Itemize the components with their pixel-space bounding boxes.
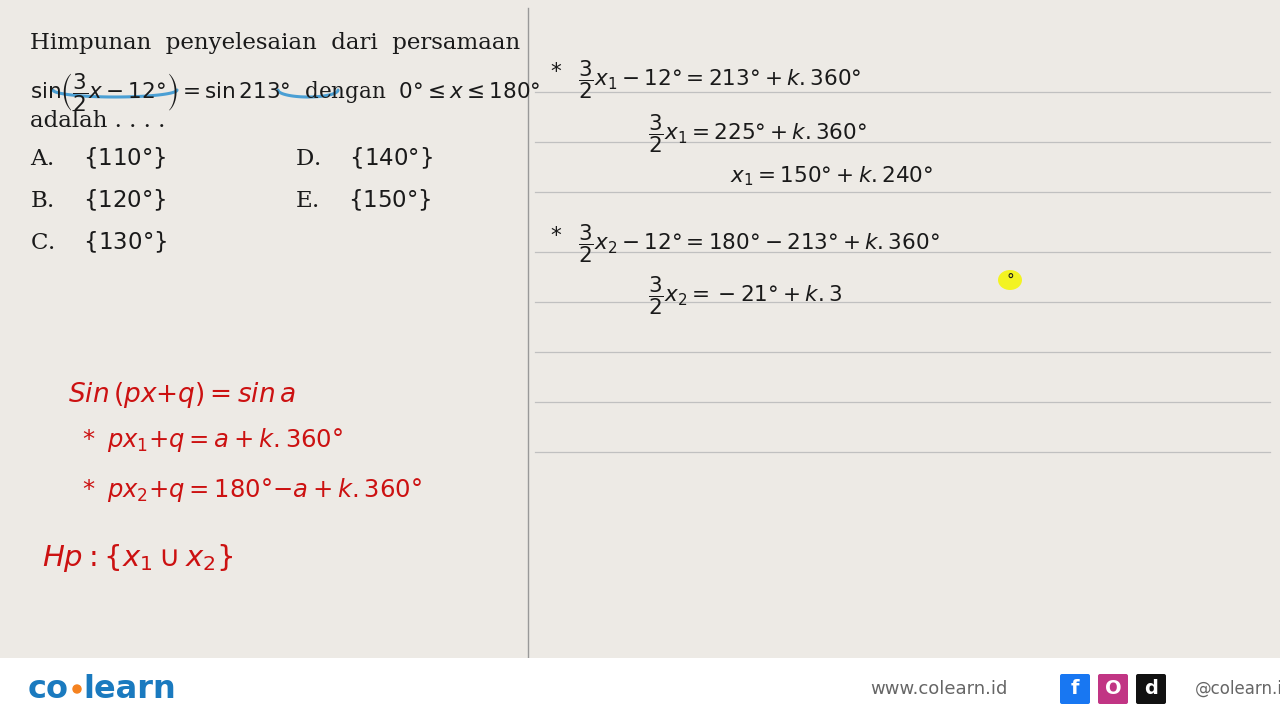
Text: $\dfrac{3}{2}x_1 = 225° + k.360°$: $\dfrac{3}{2}x_1 = 225° + k.360°$ bbox=[648, 112, 867, 155]
Circle shape bbox=[73, 685, 81, 693]
FancyBboxPatch shape bbox=[1060, 674, 1091, 704]
Text: www.colearn.id: www.colearn.id bbox=[870, 680, 1007, 698]
Text: Himpunan  penyelesaian  dari  persamaan: Himpunan penyelesaian dari persamaan bbox=[29, 32, 520, 54]
Text: $\sin\!\left(\dfrac{3}{2}x - 12°\right) = \sin 213°$  dengan  $0° \leq x \leq 18: $\sin\!\left(\dfrac{3}{2}x - 12°\right) … bbox=[29, 71, 540, 114]
Text: $*$: $*$ bbox=[550, 60, 562, 80]
Text: $\mathit{Sin}\,(px{+}q){=}\mathit{sin}\,a$: $\mathit{Sin}\,(px{+}q){=}\mathit{sin}\,… bbox=[68, 380, 296, 410]
Text: $\dfrac{3}{2}x_1 - 12° = 213° + k.360°$: $\dfrac{3}{2}x_1 - 12° = 213° + k.360°$ bbox=[579, 58, 861, 101]
Text: °: ° bbox=[1006, 273, 1014, 288]
FancyBboxPatch shape bbox=[0, 658, 1280, 720]
Text: co: co bbox=[28, 673, 69, 704]
Text: $\mathit{Hp: \{x_1 \cup x_2\}}$: $\mathit{Hp: \{x_1 \cup x_2\}}$ bbox=[42, 542, 234, 574]
Text: $\dfrac{3}{2}x_2 - 12° = 180° - 213° + k.360°$: $\dfrac{3}{2}x_2 - 12° = 180° - 213° + k… bbox=[579, 222, 940, 265]
Text: @colearn.id: @colearn.id bbox=[1196, 680, 1280, 698]
Text: D.    $\{140°\}$: D. $\{140°\}$ bbox=[294, 145, 433, 171]
Text: B.    $\{120°\}$: B. $\{120°\}$ bbox=[29, 187, 166, 212]
Text: $\mathit{*\;\; px_2{+}q = 180°{-}a + k.360°}$: $\mathit{*\;\; px_2{+}q = 180°{-}a + k.3… bbox=[82, 476, 422, 504]
Text: $*$: $*$ bbox=[550, 224, 562, 244]
Text: A.    $\{110°\}$: A. $\{110°\}$ bbox=[29, 145, 166, 171]
FancyBboxPatch shape bbox=[1098, 674, 1128, 704]
Text: $\mathbf{f}$: $\mathbf{f}$ bbox=[1070, 680, 1080, 698]
Text: $\dfrac{3}{2}x_2 = -21° + k.3$: $\dfrac{3}{2}x_2 = -21° + k.3$ bbox=[648, 274, 842, 317]
Text: $x_1 = 150° + k.240°$: $x_1 = 150° + k.240°$ bbox=[730, 164, 933, 188]
Text: C.    $\{130°\}$: C. $\{130°\}$ bbox=[29, 229, 168, 255]
Text: adalah . . . .: adalah . . . . bbox=[29, 110, 165, 132]
Text: $\mathbf{O}$: $\mathbf{O}$ bbox=[1105, 680, 1121, 698]
Text: E.    $\{150°\}$: E. $\{150°\}$ bbox=[294, 187, 431, 212]
Text: learn: learn bbox=[83, 673, 175, 704]
Text: $\mathbf{d}$: $\mathbf{d}$ bbox=[1144, 680, 1158, 698]
FancyBboxPatch shape bbox=[1137, 674, 1166, 704]
Ellipse shape bbox=[998, 270, 1021, 290]
Text: $\mathit{*\;\; px_1{+}q = a + k.360°}$: $\mathit{*\;\; px_1{+}q = a + k.360°}$ bbox=[82, 426, 343, 454]
